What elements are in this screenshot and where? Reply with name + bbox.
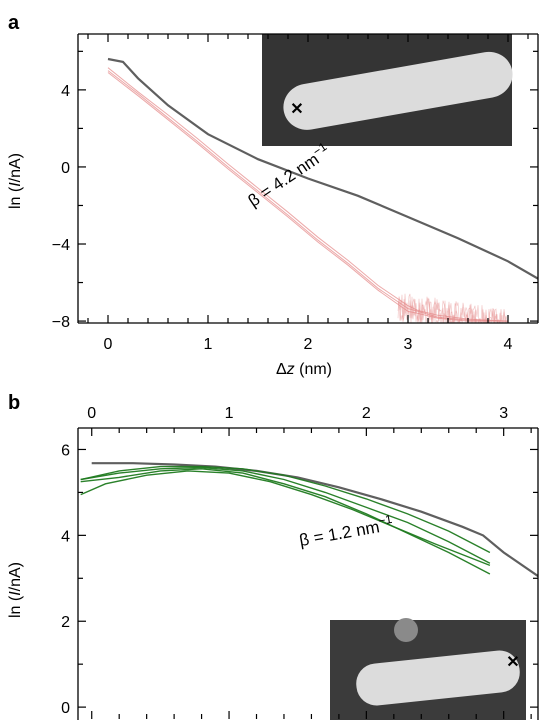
panel-a-xtick-label: 2 [304,336,313,353]
green-cross-marker-icon: ✕ [506,654,519,671]
panel-b-inset-blob [394,618,418,642]
panel-b-reference [91,462,538,578]
panel-a-reference [107,57,538,280]
panel-a-axes: −8 −4 0 4 0 1 2 3 4 [52,33,539,353]
panel-b-trace-line [80,466,491,564]
panel-a-xtick-label: 1 [204,336,213,353]
panel-b-trace-line [80,470,491,567]
panel-a-ylabel: ln (I/nA) [7,153,24,209]
panel-a-xlabel: Δz (nm) [276,361,332,378]
panel-a-xtick-label: 3 [404,336,413,353]
panel-a-ytick-label: −4 [52,237,70,254]
panel-b-inset-molecule [356,650,520,706]
panel-a-xtick-label: 4 [504,336,513,353]
panel-a-annotation: β = 4.2 nm−1 [243,139,334,210]
red-cross-marker-icon: ✕ [290,101,303,118]
panel-b-xtick-label: 3 [499,405,508,422]
panel-b-ytick-label: 0 [61,700,70,717]
panel-a: a ✕ −8 −4 0 4 0 1 2 3 4 β = 4.2 nm−1 ln (I/nA) Δ… [7,12,539,378]
panel-b-inset-image: ✕ [330,618,526,720]
panel-b-xtick-label: 1 [225,405,234,422]
panel-b-ytick-label: 2 [61,614,70,631]
panel-b-annotation: β = 1.2 nm−1 [297,512,395,550]
panel-a-trace-noise [397,294,509,323]
panel-a-reference-line [107,57,538,280]
panel-a-ytick-label: −8 [52,314,70,331]
panel-b-axes: 0 2 4 6 0 1 2 3 [61,405,539,720]
panel-b-traces [80,465,491,575]
panel-b-reference-line [91,462,538,578]
panel-b-ylabel: ln (I/nA) [7,562,24,618]
panel-b-trace-line [80,468,491,575]
panel-b-ytick-label: 6 [61,442,70,459]
panel-a-inset-molecule [283,51,513,130]
panel-a-ytick-label: 0 [61,160,70,177]
panel-a-inset-image: ✕ [262,34,513,146]
panel-a-xtick-label: 0 [104,336,113,353]
panel-a-label: a [8,12,20,34]
panel-b: b ✕ 0 2 4 6 0 1 2 3 β = 1.2 nm−1 ln (I/nA) [7,392,539,720]
panel-b-xtick-label: 0 [87,405,96,422]
panel-a-traces [107,67,509,323]
panel-b-ytick-label: 4 [61,528,70,545]
panel-a-ytick-label: 4 [61,83,70,100]
panel-b-xtick-label: 2 [362,405,371,422]
panel-b-trace-line [80,465,491,554]
panel-b-label: b [8,392,20,414]
